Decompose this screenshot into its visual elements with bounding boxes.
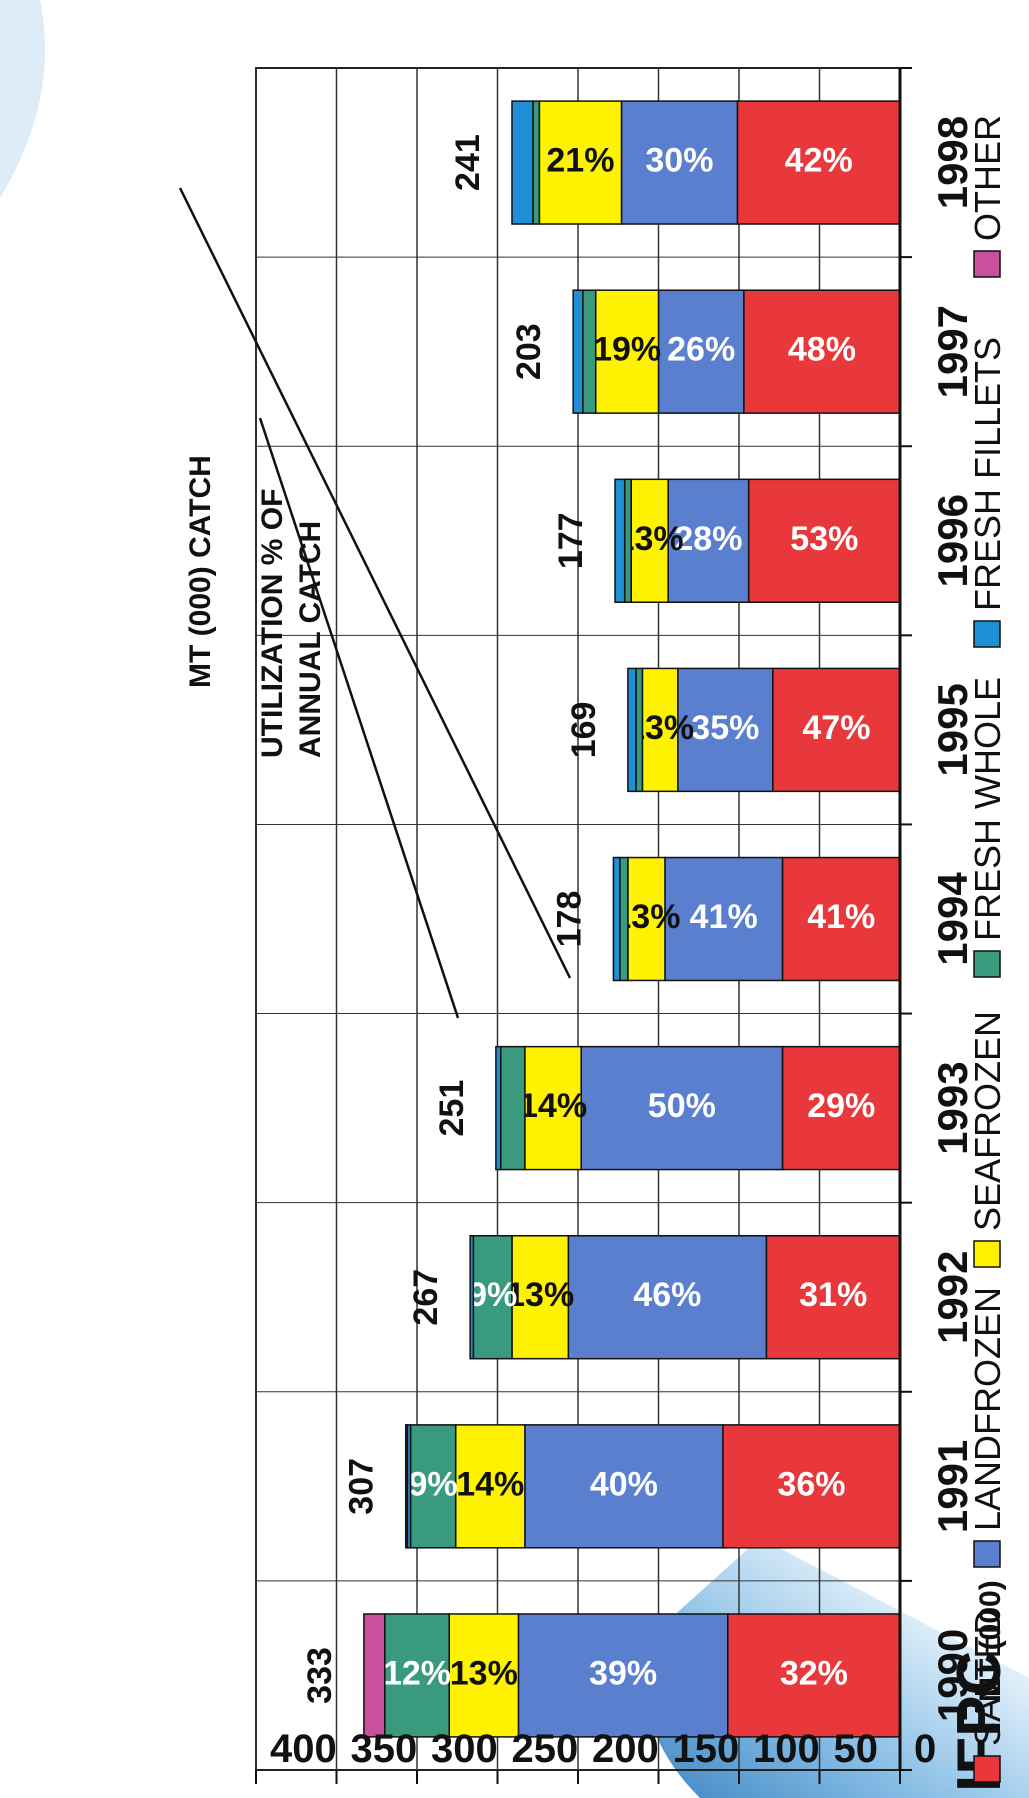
bar-segment-fresh-fillets (572, 289, 584, 414)
segment-percent-label: 40% (590, 1465, 658, 1503)
background-wave-top (0, 0, 45, 198)
bar-segment-other (404, 1424, 409, 1549)
bar-segment-fresh-fillets (495, 1045, 502, 1171)
y-tick-label: 250 (512, 1727, 579, 1771)
legend-swatch-landfrozen (973, 1540, 1001, 1568)
segment-percent-label: 13% (506, 1276, 574, 1314)
segment-percent-label: 48% (788, 331, 856, 369)
bar-segment-fresh-whole (635, 667, 644, 793)
legend-label: SEAFROZEN (967, 1011, 1008, 1231)
catch-annotation: MT (000) CATCH (184, 455, 217, 688)
bar-total-label: 333 (301, 1647, 339, 1704)
segment-percent-label: 21% (546, 142, 614, 180)
legend-swatch-salted (973, 1755, 1001, 1783)
annotations: MT (000) CATCH UTILIZATION % OF ANNUAL C… (178, 187, 572, 1019)
segment-percent-label: 28% (674, 520, 742, 558)
segment-percent-label: 35% (691, 709, 759, 747)
bar-segment-fresh-whole (582, 289, 597, 414)
y-tick-label: 200 (592, 1727, 659, 1771)
segment-percent-label: 9% (409, 1465, 458, 1503)
y-unit-label: MT (000) (974, 1580, 1007, 1702)
x-category-label: 1998 (929, 116, 976, 209)
segment-percent-label: 50% (648, 1087, 716, 1125)
segment-percent-label: 12% (383, 1654, 451, 1692)
utilization-annotation-line1: UTILIZATION % OF (256, 489, 289, 758)
bar-segment-fresh-whole (623, 478, 632, 603)
utilization-leader-line (258, 417, 460, 1019)
bar-total-label: 178 (550, 891, 588, 948)
legend-swatch-other (973, 250, 1001, 278)
x-category-label: 1996 (929, 494, 976, 587)
segment-percent-label: 19% (593, 331, 661, 369)
segment-percent-label: 26% (667, 331, 735, 369)
bar-segment-fresh-fillets (469, 1235, 475, 1360)
bar-segment-fresh-whole (532, 100, 541, 225)
y-tick-label: 300 (431, 1727, 498, 1771)
x-category-label: 1997 (929, 305, 976, 398)
segment-percent-label: 14% (519, 1087, 587, 1125)
catch-leader-line (178, 187, 572, 979)
segment-percent-label: 39% (589, 1654, 657, 1692)
x-category-label: 1995 (929, 683, 976, 776)
y-tick-label: 50 (834, 1727, 879, 1771)
x-category-label: 1990 (929, 1629, 976, 1722)
segment-percent-label: 41% (690, 898, 758, 936)
bar-total-label: 251 (433, 1080, 471, 1137)
segment-percent-label: 29% (807, 1087, 875, 1125)
bar-total-label: 169 (565, 702, 603, 759)
legend-label: FRESH WHOLE (967, 677, 1008, 941)
legend-label: LANDFROZEN (967, 1287, 1008, 1531)
utilization-annotation-line2: ANNUAL CATCH (294, 521, 327, 758)
legend-label: OTHER (967, 115, 1008, 241)
legend: SALTED LANDFROZEN SEAFROZEN FRESH WHOLE FRES… (967, 115, 1008, 1783)
segment-percent-label: 42% (785, 142, 853, 180)
bar-total-label: 177 (552, 512, 590, 569)
segment-percent-label: 46% (633, 1276, 701, 1314)
bar-segment-fresh-fillets (612, 856, 621, 982)
x-category-label: 1991 (929, 1440, 976, 1533)
legend-swatch-seafrozen (973, 1240, 1001, 1268)
y-tick-label: 150 (673, 1727, 740, 1771)
y-tick-label: 350 (351, 1727, 418, 1771)
bar-segment-fresh-fillets (511, 100, 534, 225)
y-tick-label: 400 (270, 1727, 337, 1771)
x-category-label: 1993 (929, 1061, 976, 1154)
segment-percent-label: 31% (799, 1276, 867, 1314)
legend-label: SALTED (967, 1609, 1008, 1746)
legend-swatch-fresh-whole (973, 950, 1001, 978)
segment-percent-label: 9% (468, 1276, 517, 1314)
segment-percent-label: 47% (802, 709, 870, 747)
axes: 0 50 100 150 200 250 300 350 400 1990 1991 1992 1993… (255, 67, 976, 1784)
segment-percent-label: 13% (450, 1654, 518, 1692)
bar-segment-fresh-whole (499, 1045, 526, 1171)
x-category-label: 1992 (929, 1251, 976, 1344)
bar-segment-fresh-fillets (627, 667, 637, 793)
segment-percent-label: 32% (780, 1654, 848, 1692)
segment-percent-label: 14% (456, 1465, 524, 1503)
segment-percent-label: 41% (807, 898, 875, 936)
legend-label: FRESH FILLETS (967, 337, 1008, 611)
bar-total-label: 203 (510, 323, 548, 380)
y-tick-label: 0 (914, 1727, 936, 1771)
segment-percent-label: 36% (777, 1465, 845, 1503)
bar-segment-fresh-whole (619, 856, 629, 982)
bars: 32%39%13%12%33336%40%14%9%30731%46%13%9%… (301, 100, 901, 1738)
bar-total-label: 241 (449, 134, 487, 191)
segment-percent-label: 30% (645, 142, 713, 180)
bar-total-label: 307 (343, 1458, 381, 1515)
segment-percent-label: 53% (790, 520, 858, 558)
bar-segment-other (363, 1613, 386, 1738)
legend-swatch-fresh-fillets (973, 620, 1001, 648)
bar-segment-fresh-fillets (614, 478, 626, 603)
x-category-label: 1994 (929, 872, 976, 966)
y-tick-label: 100 (753, 1727, 820, 1771)
bar-total-label: 267 (407, 1269, 445, 1326)
